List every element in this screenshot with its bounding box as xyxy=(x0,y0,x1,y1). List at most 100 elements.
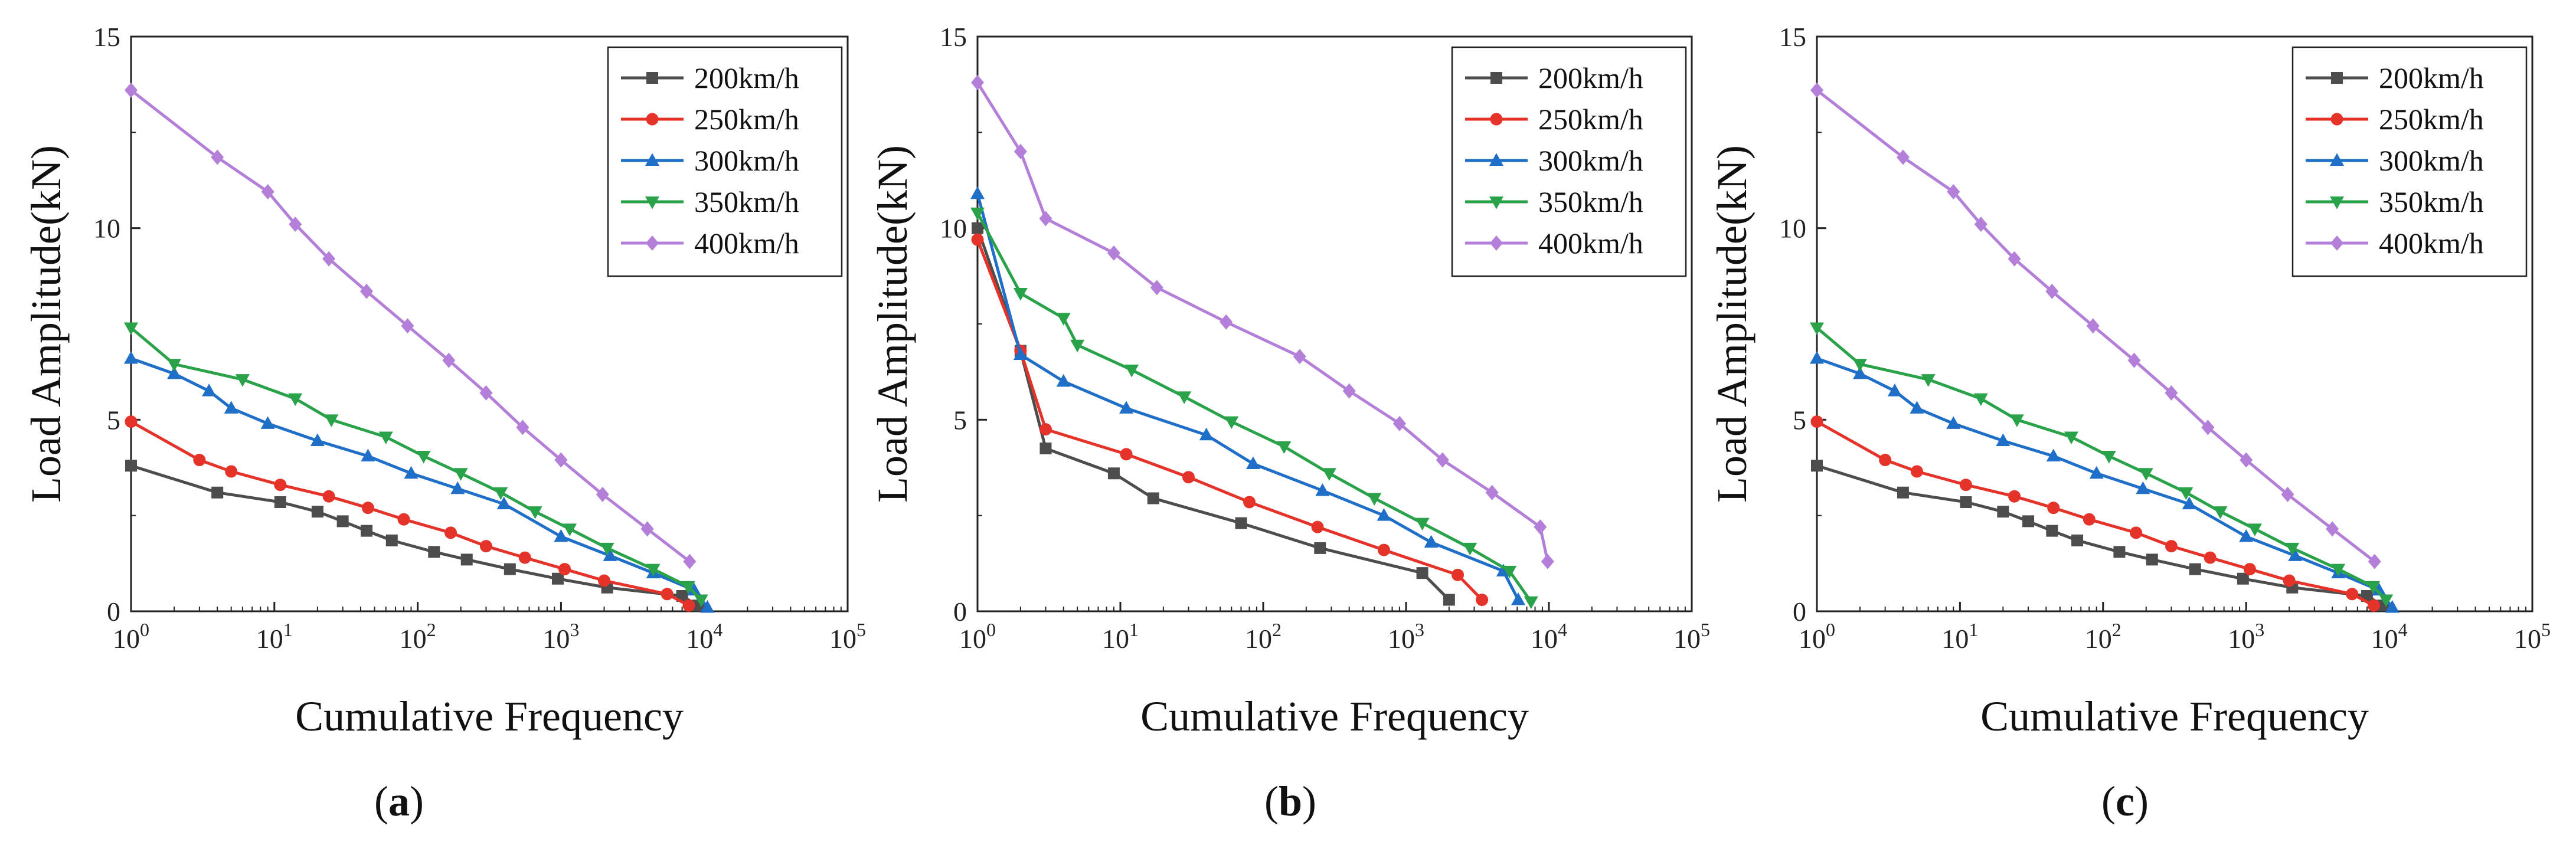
data-point xyxy=(1452,568,1464,581)
data-point xyxy=(2047,502,2060,515)
data-point xyxy=(385,534,398,546)
data-point xyxy=(1852,366,1867,379)
data-point xyxy=(1416,567,1428,579)
data-point xyxy=(600,542,614,556)
data-point xyxy=(1476,594,1489,607)
data-point xyxy=(1147,492,1159,504)
data-point xyxy=(1124,364,1139,378)
data-point xyxy=(646,563,661,577)
data-point xyxy=(970,186,985,199)
data-point xyxy=(1960,496,1972,508)
x-tick-label: 101 xyxy=(1102,619,1139,654)
data-point xyxy=(225,465,238,478)
data-point xyxy=(1511,592,1526,605)
y-axis-title: Load Amplitude(kN) xyxy=(22,145,70,503)
data-point xyxy=(2136,481,2150,494)
legend-label: 250km/h xyxy=(1538,103,1643,136)
y-tick-label: 15 xyxy=(940,22,967,52)
data-point xyxy=(683,553,697,569)
legend-marker xyxy=(645,196,659,209)
data-point xyxy=(404,466,419,479)
data-point xyxy=(2165,540,2178,553)
data-point xyxy=(1039,211,1052,227)
data-point xyxy=(1056,374,1071,387)
series-line xyxy=(130,357,709,609)
legend-marker xyxy=(1490,113,1503,126)
data-point xyxy=(1070,339,1085,353)
data-point xyxy=(2008,251,2021,267)
x-tick-label: 104 xyxy=(2371,619,2408,654)
data-point xyxy=(2243,563,2256,576)
series-350km/h xyxy=(970,207,1538,610)
data-point xyxy=(597,574,610,587)
data-point xyxy=(682,599,695,612)
panel-label: (b) xyxy=(1264,778,1316,825)
series-250km/h xyxy=(125,415,695,612)
data-point xyxy=(681,581,695,594)
x-tick-label: 103 xyxy=(1388,619,1424,654)
data-point xyxy=(125,82,138,98)
data-point xyxy=(2204,551,2217,564)
data-point xyxy=(1377,508,1391,521)
legend-label: 250km/h xyxy=(2379,103,2484,136)
x-tick-label: 104 xyxy=(686,619,723,654)
data-point xyxy=(444,526,457,539)
data-point xyxy=(558,563,571,576)
legend-label: 250km/h xyxy=(694,103,799,136)
data-point xyxy=(479,385,493,401)
y-tick-label: 15 xyxy=(1779,22,1806,52)
data-point xyxy=(460,553,473,566)
legend: 200km/h 250km/h 300km/h 350km/h 400km/h xyxy=(2291,46,2528,277)
data-point xyxy=(2331,563,2346,577)
legend-marker xyxy=(646,235,659,251)
data-point xyxy=(1959,479,1972,492)
legend-label: 200km/h xyxy=(694,61,799,94)
data-point xyxy=(397,513,410,526)
series-300km/h xyxy=(970,186,1526,605)
data-point xyxy=(2008,490,2021,503)
panel-label: (c) xyxy=(2101,778,2149,825)
data-point xyxy=(1367,493,1382,506)
data-point xyxy=(1245,456,1260,470)
data-point xyxy=(1014,143,1027,159)
data-point xyxy=(310,433,325,447)
x-tick-label: 103 xyxy=(2228,619,2264,654)
legend-marker xyxy=(2330,235,2343,251)
legend-marker xyxy=(1490,72,1502,84)
data-point xyxy=(2046,448,2061,462)
data-point xyxy=(2083,513,2096,526)
data-point xyxy=(2046,525,2058,537)
x-tick-label: 102 xyxy=(400,619,436,654)
data-point xyxy=(1314,542,1326,554)
chart-panel-a: 100 101 102 103 104 105 0 5 10 15 Cumulative Frequ… xyxy=(22,22,866,825)
data-point xyxy=(2089,466,2104,479)
data-point xyxy=(2064,431,2079,445)
data-point xyxy=(124,322,138,335)
data-point xyxy=(274,496,286,508)
x-axis-title: Cumulative Frequency xyxy=(1140,693,1529,740)
data-point xyxy=(2189,563,2201,575)
data-point xyxy=(289,217,302,232)
x-tick-label: 100 xyxy=(959,619,996,654)
data-point xyxy=(970,207,985,221)
data-point xyxy=(700,600,715,613)
data-point xyxy=(1182,471,1195,484)
legend-label: 350km/h xyxy=(1538,185,1643,218)
data-point xyxy=(360,283,374,299)
data-point xyxy=(1502,565,1517,579)
data-point xyxy=(1910,465,1923,478)
data-point xyxy=(2385,600,2400,613)
data-point xyxy=(640,521,654,537)
series-line xyxy=(976,239,1483,601)
data-point xyxy=(479,540,492,553)
data-point xyxy=(1039,443,1052,455)
data-point xyxy=(2366,581,2381,594)
legend-marker xyxy=(645,153,659,166)
data-point xyxy=(1120,448,1133,461)
data-point xyxy=(2201,420,2215,435)
y-tick-label: 0 xyxy=(953,597,967,627)
x-tick-label: 103 xyxy=(542,619,579,654)
data-point xyxy=(125,460,137,472)
data-point xyxy=(1177,391,1192,404)
data-point xyxy=(603,548,617,561)
